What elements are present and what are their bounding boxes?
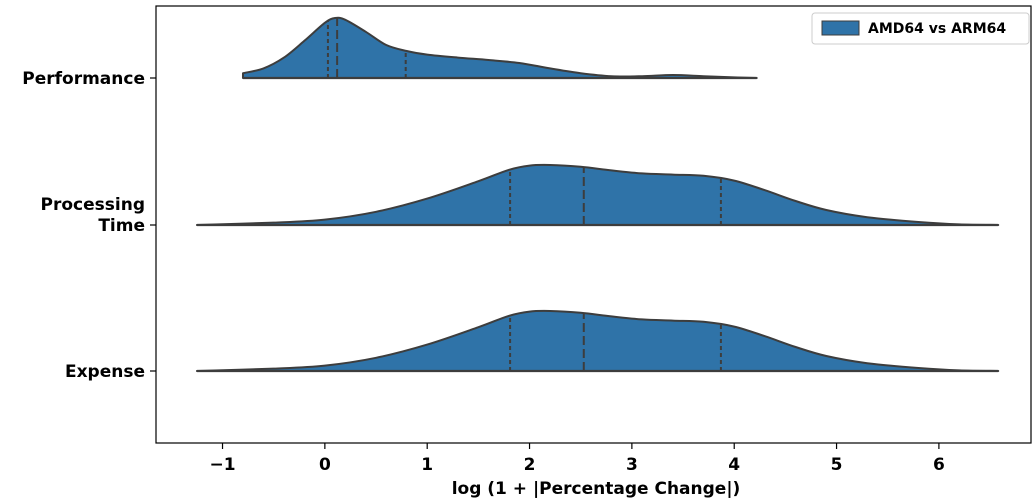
violin-2 — [195, 163, 1000, 227]
legend-box — [811, 12, 1030, 45]
x-tick-label: 3 — [626, 455, 638, 475]
y-tick-label: Performance — [22, 69, 145, 89]
violin-body — [195, 163, 1000, 226]
x-tick-label: −1 — [209, 455, 235, 475]
x-tick-label: 2 — [524, 455, 536, 475]
x-tick-label: 5 — [831, 455, 843, 475]
violins-layer — [195, 16, 1000, 373]
x-tick-label: 0 — [319, 455, 331, 475]
y-tick-label: Time — [98, 216, 145, 236]
violin-body — [195, 309, 1000, 372]
legend-label: AMD64 vs ARM64 — [868, 21, 1006, 37]
legend: AMD64 vs ARM64 — [811, 12, 1030, 45]
y-tick-label: Expense — [65, 362, 145, 382]
x-axis-title: log (1 + |Percentage Change|) — [452, 479, 741, 499]
violin-body — [241, 16, 758, 79]
violin-3 — [195, 309, 1000, 373]
x-tick-label: 6 — [933, 455, 945, 475]
x-tick-label: 1 — [421, 455, 433, 475]
x-axis: −1 0 1 2 3 4 5 6 — [209, 443, 945, 475]
y-tick-label: Processing — [41, 195, 145, 215]
legend-swatch — [821, 20, 860, 36]
violin-1 — [241, 16, 758, 80]
x-tick-label: 4 — [728, 455, 740, 475]
